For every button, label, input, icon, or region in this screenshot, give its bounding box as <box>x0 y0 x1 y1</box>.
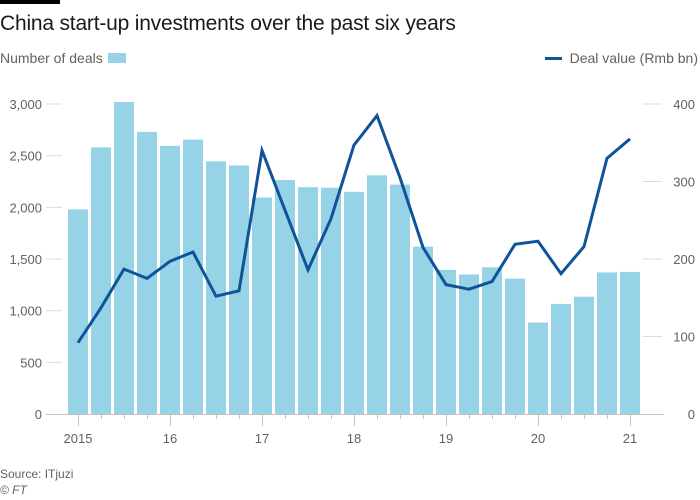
bar <box>367 175 387 414</box>
bar <box>160 145 180 414</box>
bar <box>206 161 226 414</box>
x-axis-tick-label: 21 <box>623 431 637 446</box>
bar <box>551 303 571 414</box>
legend-line: Deal value (Rmb bn) <box>544 50 698 66</box>
left-axis-tick-label: 500 <box>20 355 42 370</box>
x-axis: 2015 16 17 18 19 20 21 <box>46 414 664 446</box>
legend-bars: Number of deals <box>0 50 126 66</box>
ft-top-rule <box>0 0 60 4</box>
left-axis-tick-label: 3,000 <box>9 97 42 112</box>
bar <box>114 101 134 414</box>
right-axis-tick-label: 0 <box>688 407 695 422</box>
bar <box>390 184 410 414</box>
bar <box>597 272 617 414</box>
bar <box>574 296 594 414</box>
bar <box>91 147 111 414</box>
legend-bar-swatch-icon <box>107 53 126 63</box>
right-axis-tick-label: 100 <box>673 330 695 345</box>
chart-area: 0 500 1,000 1,500 2,000 2,500 3,000 0 100 200 300… <box>9 97 695 446</box>
x-axis-tick-label: 16 <box>163 431 177 446</box>
bar <box>620 271 640 414</box>
line-series <box>76 112 631 344</box>
x-axis-tick-label: 17 <box>255 431 269 446</box>
legend-line-swatch-icon <box>544 56 562 60</box>
bar-series <box>68 101 640 414</box>
source-note: Source: ITjuzi <box>0 467 74 481</box>
bar <box>321 187 341 414</box>
left-axis-tick-label: 1,000 <box>9 304 42 319</box>
bar <box>275 179 295 414</box>
bar <box>183 139 203 414</box>
bar <box>528 322 548 414</box>
bar <box>482 267 502 414</box>
bar <box>252 197 272 414</box>
left-axis-tick-label: 1,500 <box>9 252 42 267</box>
x-axis-tick-label: 20 <box>531 431 545 446</box>
left-axis: 0 500 1,000 1,500 2,000 2,500 3,000 <box>9 97 62 422</box>
right-axis-tick-label: 300 <box>673 175 695 190</box>
bar <box>505 278 525 414</box>
bar <box>298 187 318 414</box>
legend-line-label: Deal value (Rmb bn) <box>569 50 698 66</box>
right-axis: 0 100 200 300 400 <box>643 97 695 422</box>
bar <box>436 269 456 414</box>
bar <box>137 131 157 414</box>
right-axis-tick-label: 400 <box>673 97 695 112</box>
bar <box>413 246 433 414</box>
left-axis-tick-label: 2,500 <box>9 149 42 164</box>
left-axis-tick-label: 2,000 <box>9 200 42 215</box>
x-axis-tick-label: 2015 <box>64 431 93 446</box>
copyright-credit: © FT <box>0 483 27 497</box>
bar <box>459 274 479 414</box>
x-axis-tick-label: 18 <box>347 431 361 446</box>
bar <box>68 209 88 414</box>
bar <box>344 191 364 414</box>
left-axis-tick-label: 0 <box>35 407 42 422</box>
chart-title: China start-up investments over the past… <box>0 12 456 35</box>
x-axis-tick-label: 19 <box>439 431 453 446</box>
right-axis-tick-label: 200 <box>673 252 695 267</box>
legend-bars-label: Number of deals <box>0 50 103 66</box>
